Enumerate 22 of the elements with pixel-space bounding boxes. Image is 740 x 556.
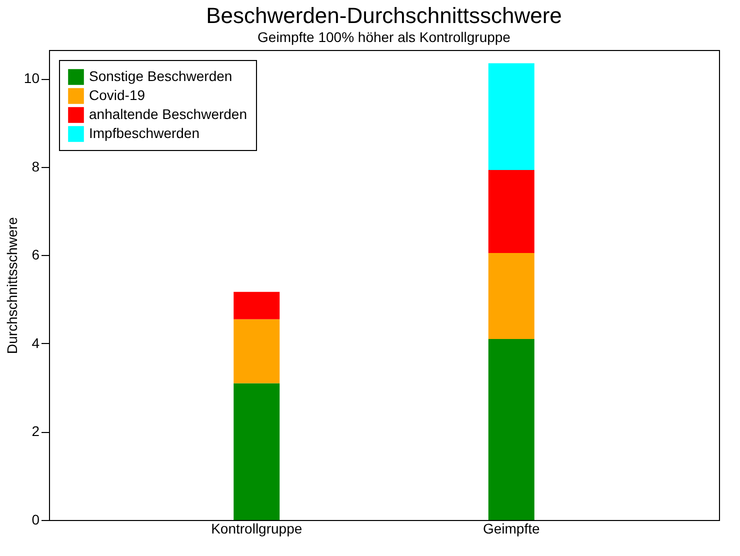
- chart-title: Beschwerden-Durchschnittsschwere: [206, 3, 562, 28]
- legend-label: anhaltende Beschwerden: [89, 106, 248, 122]
- bar: [488, 253, 534, 340]
- y-tick-label: 8: [32, 158, 40, 174]
- bar: [234, 292, 280, 320]
- y-tick-label: 6: [32, 246, 40, 263]
- x-tick-label: Geimpfte: [482, 520, 540, 536]
- y-tick-label: 10: [24, 70, 40, 86]
- bar: [234, 319, 280, 384]
- bar: [488, 63, 534, 170]
- y-tick-label: 2: [32, 423, 40, 440]
- bar: [234, 383, 280, 520]
- x-tick-label: Kontrollgruppe: [211, 520, 302, 536]
- y-tick-label: 0: [32, 512, 40, 528]
- legend-label: Impfbeschwerden: [89, 125, 200, 141]
- bar: [488, 170, 534, 254]
- y-tick-label: 4: [32, 334, 40, 351]
- legend-label: Sonstige Beschwerden: [89, 68, 232, 84]
- y-axis-title: Durchschnittsschwere: [4, 216, 20, 354]
- bar: [488, 339, 534, 520]
- legend-label: Covid-19: [89, 87, 146, 103]
- chart-subtitle: Geimpfte 100% höher als Kontrollgruppe: [258, 29, 511, 45]
